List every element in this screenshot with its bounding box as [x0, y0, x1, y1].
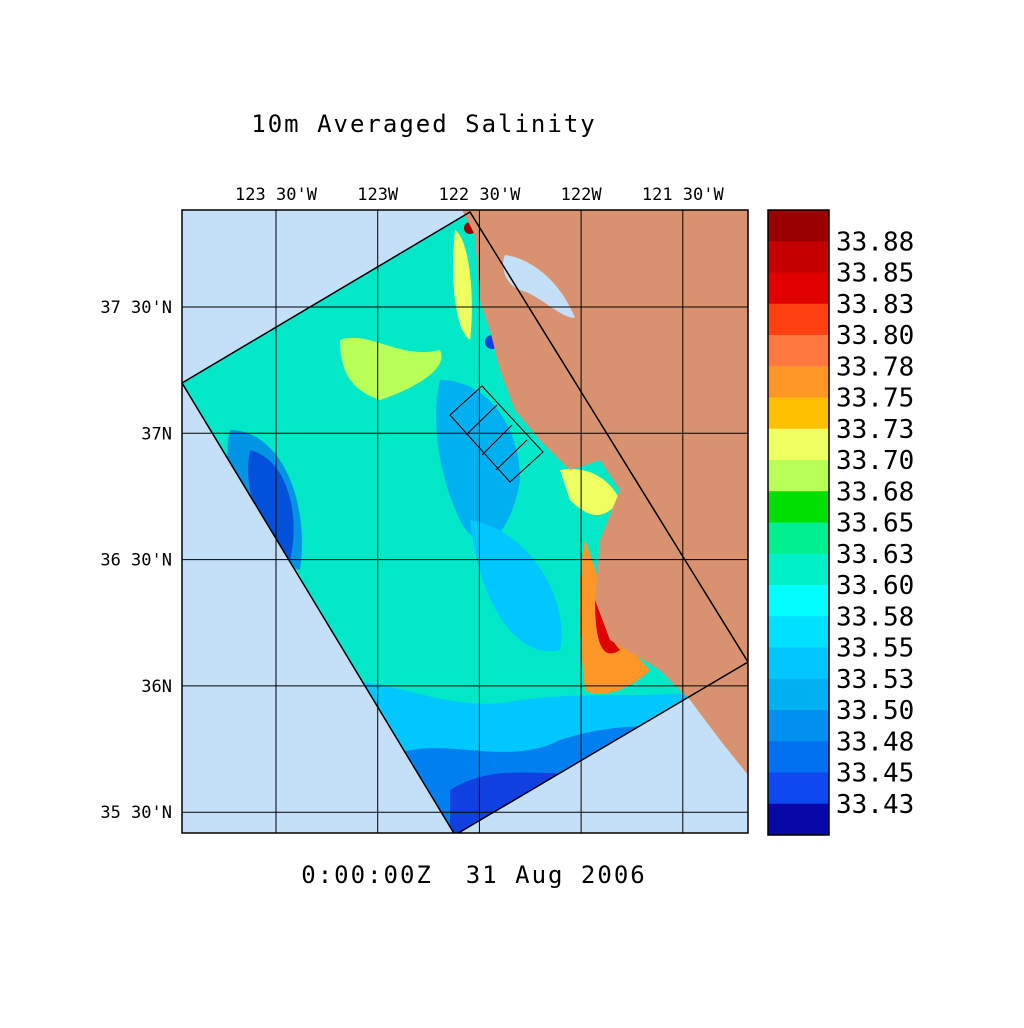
- colorbar-label: 33.85: [836, 259, 914, 289]
- colorbar-bin: [768, 710, 829, 742]
- model-domain: [182, 210, 748, 833]
- colorbar-bin: [768, 741, 829, 773]
- colorbar-bin: [768, 460, 829, 492]
- inner-box: [449, 385, 544, 483]
- colorbar-label: 33.50: [836, 696, 914, 726]
- latitude-label: 35 30'N: [100, 803, 172, 823]
- colorbar-label: 33.53: [836, 665, 914, 695]
- longitude-label: 122W: [561, 185, 603, 205]
- map-frame: [181, 209, 749, 834]
- graticule: [182, 210, 748, 833]
- colorbar-label: 33.75: [836, 384, 914, 414]
- colorbar: 33.8833.8533.8333.8033.7833.7533.7333.70…: [767, 209, 914, 836]
- longitude-label: 121 30'W: [642, 185, 725, 205]
- colorbar-label: 33.58: [836, 602, 914, 632]
- colorbar-label: 33.45: [836, 759, 914, 789]
- colorbar-bin: [768, 803, 829, 836]
- colorbar-bin: [768, 647, 829, 680]
- colorbar-bin: [768, 428, 829, 461]
- timestamp: 0:00:00Z 31 Aug 2006: [301, 861, 646, 889]
- colorbar-label: 33.43: [836, 790, 914, 820]
- colorbar-bin: [768, 772, 829, 805]
- colorbar-bin: [768, 522, 829, 555]
- colorbar-label: 33.80: [836, 321, 914, 351]
- colorbar-label: 33.65: [836, 509, 914, 539]
- colorbar-bin: [768, 397, 829, 430]
- land: [462, 210, 748, 775]
- colorbar-label: 33.78: [836, 352, 914, 382]
- colorbar-label: 33.60: [836, 571, 914, 601]
- colorbar-bin: [768, 272, 829, 305]
- colorbar-label: 33.63: [836, 540, 914, 570]
- map-area: [182, 210, 748, 833]
- colorbar-label: 33.73: [836, 415, 914, 445]
- colorbar-label: 33.88: [836, 227, 914, 257]
- longitude-label: 123W: [357, 185, 399, 205]
- colorbar-bin: [768, 303, 829, 336]
- colorbar-bin: [768, 335, 829, 367]
- longitude-label: 123 30'W: [235, 185, 318, 205]
- latitude-label: 36 30'N: [100, 551, 172, 571]
- colorbar-bin: [768, 210, 829, 242]
- colorbar-label: 33.70: [836, 446, 914, 476]
- colorbar-label: 33.48: [836, 727, 914, 757]
- longitude-label: 122 30'W: [438, 185, 521, 205]
- colorbar-bin: [768, 585, 829, 617]
- colorbar-bin: [768, 366, 829, 398]
- bay: [503, 255, 575, 318]
- colorbar-label: 33.83: [836, 290, 914, 320]
- colorbar-bin: [768, 678, 829, 711]
- map-title: 10m Averaged Salinity: [251, 110, 596, 138]
- colorbar-bin: [768, 491, 829, 523]
- colorbar-label: 33.68: [836, 477, 914, 507]
- colorbar-bin: [768, 241, 829, 273]
- colorbar-frame: [767, 209, 830, 836]
- latitude-label: 37N: [141, 424, 172, 444]
- latitude-label: 37 30'N: [100, 298, 172, 318]
- colorbar-bin: [768, 553, 829, 586]
- colorbar-bin: [768, 616, 829, 648]
- colorbar-label: 33.55: [836, 634, 914, 664]
- latitude-label: 36N: [141, 677, 172, 697]
